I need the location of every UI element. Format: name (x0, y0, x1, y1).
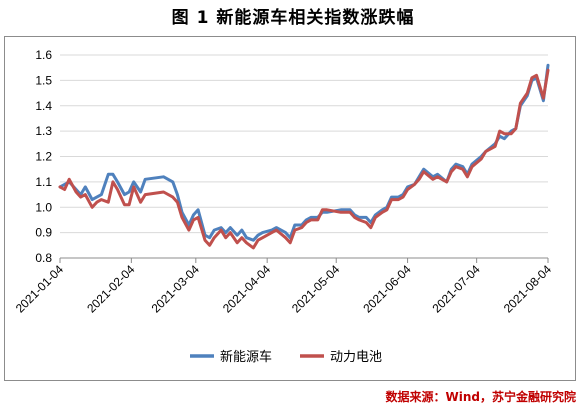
x-tick-label: 2021-08-04 (501, 262, 555, 316)
gridlines (60, 54, 548, 259)
y-tick-label: 1.5 (35, 73, 52, 87)
series-line-xinnengyuanche (58, 63, 550, 242)
chart-frame (4, 36, 576, 381)
y-tick-label: 1.1 (35, 175, 52, 189)
x-tick-label: 2021-04-04 (220, 262, 274, 316)
source-note: 数据来源：Wind，苏宁金融研究院 (385, 390, 576, 404)
x-tick-label: 2021-02-04 (84, 262, 138, 316)
x-tick-label: 2021-06-04 (360, 262, 414, 316)
y-tick-label: 0.9 (35, 226, 52, 240)
x-tick-label: 2021-07-04 (429, 262, 483, 316)
y-tick-label: 1.6 (35, 48, 52, 62)
y-tick-label: 1.4 (35, 99, 52, 113)
chart-title: 图 1 新能源车相关指数涨跌幅 (171, 8, 415, 28)
series-line-donglidianchi (58, 68, 550, 250)
y-tick-label: 0.8 (35, 251, 52, 265)
x-tick-label: 2021-03-04 (149, 262, 203, 316)
x-tick-label: 2021-01-04 (13, 262, 67, 316)
x-tick-label: 2021-05-04 (289, 262, 343, 316)
legend: 新能源车 动力电池 (190, 349, 382, 365)
series-lines (58, 63, 550, 250)
y-tick-label: 1.2 (35, 150, 52, 164)
legend-label: 新能源车 (220, 349, 272, 365)
y-tick-label: 1.3 (35, 124, 52, 138)
y-tick-label: 1.0 (35, 200, 52, 214)
legend-label: 动力电池 (330, 350, 382, 365)
